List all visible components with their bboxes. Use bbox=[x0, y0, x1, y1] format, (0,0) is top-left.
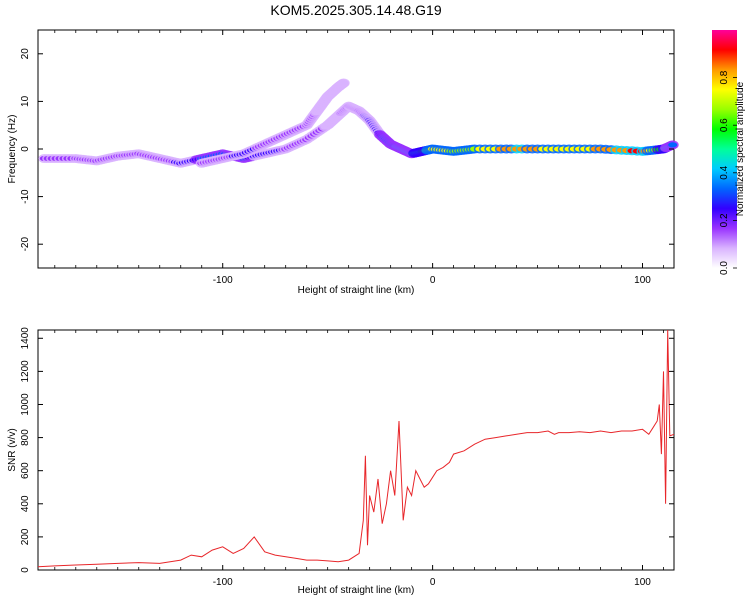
y-tick-label: 1000 bbox=[20, 393, 31, 416]
snr-plot-area bbox=[37, 329, 675, 571]
y-tick-label: 20 bbox=[20, 48, 31, 60]
x-tick-label: 100 bbox=[634, 577, 651, 588]
colorbar-tick-label: 0.0 bbox=[719, 261, 730, 275]
x-tick-label: -100 bbox=[213, 275, 233, 286]
spectrogram-y-axis-label: Frequency (Hz) bbox=[7, 115, 18, 184]
colorbar-tick-label: 0.8 bbox=[719, 70, 730, 84]
spectrogram-cell bbox=[339, 80, 349, 86]
y-tick-label: -20 bbox=[20, 237, 31, 252]
y-tick-label: 1200 bbox=[20, 360, 31, 383]
colorbar-tick-label: 0.4 bbox=[719, 165, 730, 179]
colorbar: 0.0 0.2 0.4 0.6 0.8 Normalized spectral ampl… bbox=[712, 30, 746, 275]
snr-series-line bbox=[37, 329, 675, 568]
spectrogram-x-axis-label: Height of straight line (km) bbox=[298, 285, 415, 296]
colorbar-ticks: 0.0 0.2 0.4 0.6 0.8 bbox=[719, 70, 737, 275]
x-tick-label: -100 bbox=[213, 577, 233, 588]
colorbar-gradient bbox=[712, 30, 737, 268]
y-tick-label: 0 bbox=[20, 567, 31, 573]
x-tick-label: 0 bbox=[430, 577, 436, 588]
colorbar-tick-label: 0.6 bbox=[719, 118, 730, 132]
y-tick-label: -10 bbox=[20, 189, 31, 204]
colorbar-tick-label: 0.2 bbox=[719, 213, 730, 227]
spectrogram-cell bbox=[668, 142, 678, 148]
y-tick-label: 800 bbox=[20, 429, 31, 446]
y-tick-label: 600 bbox=[20, 462, 31, 479]
y-tick-label: 10 bbox=[20, 95, 31, 107]
y-tick-label: 1400 bbox=[20, 327, 31, 350]
y-tick-label: 0 bbox=[20, 146, 31, 152]
snr-y-axis-label: SNR (v/v) bbox=[7, 428, 18, 471]
spectrogram-marks bbox=[38, 78, 679, 168]
y-tick-label: 200 bbox=[20, 528, 31, 545]
chart-title: KOM5.2025.305.14.48.G19 bbox=[270, 2, 442, 18]
snr-x-axis-label: Height of straight line (km) bbox=[298, 585, 415, 596]
x-tick-label: 100 bbox=[634, 275, 651, 286]
x-tick-label: 0 bbox=[430, 275, 436, 286]
colorbar-label: Normalized spectral amplitude bbox=[735, 81, 746, 216]
y-tick-label: 400 bbox=[20, 495, 31, 512]
